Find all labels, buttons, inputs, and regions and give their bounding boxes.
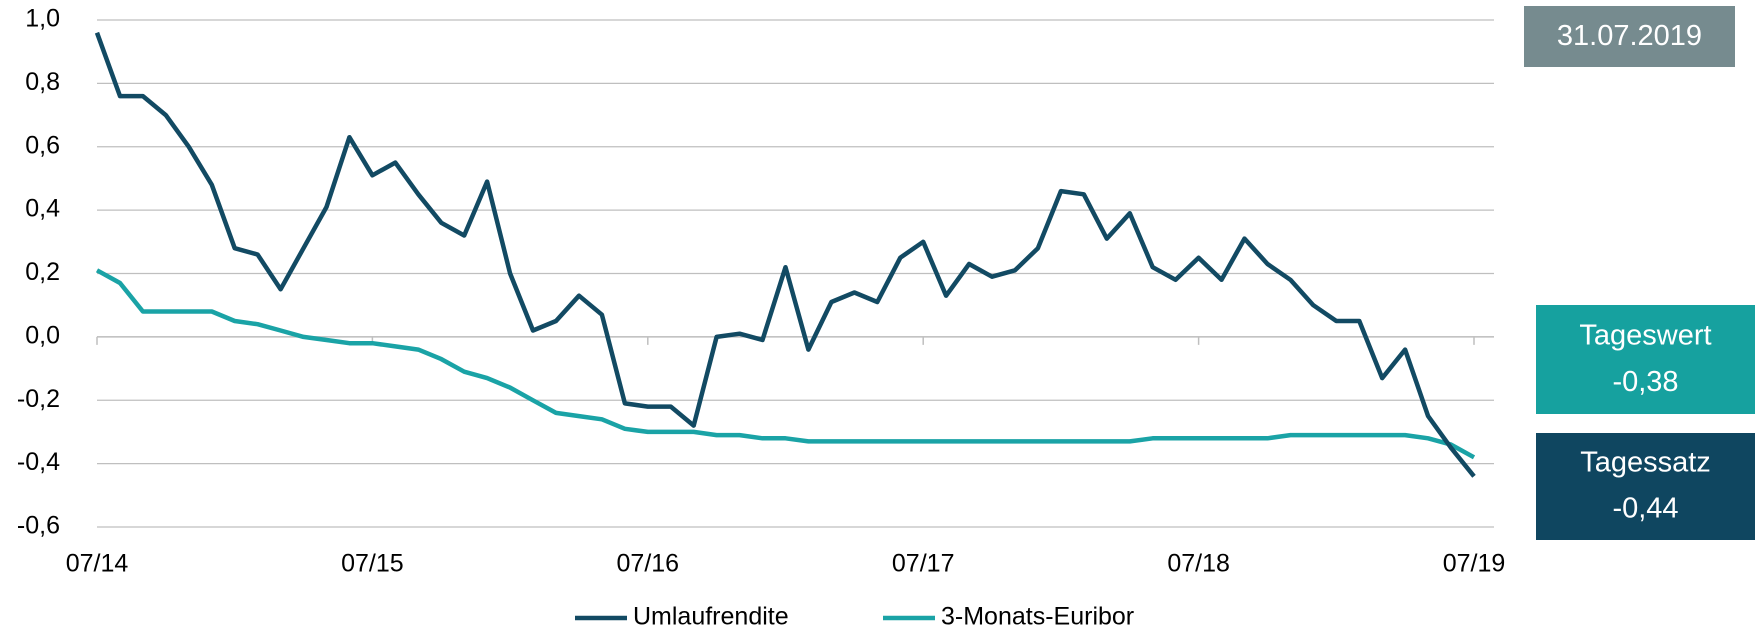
annotation-text: Tageswert <box>1579 319 1711 351</box>
x-tick-label: 07/18 <box>1167 550 1230 578</box>
y-tick-label: 0,2 <box>25 258 60 286</box>
legend-item: 3-Monats-Euribor <box>883 603 1134 631</box>
y-tick-label: 0,4 <box>25 195 60 223</box>
series-line <box>94 31 1476 478</box>
legend-item: Umlaufrendite <box>575 603 789 631</box>
annotation-box: Tageswert -0,38 <box>1536 305 1755 414</box>
annotation-background <box>1536 433 1755 540</box>
annotation-value: -0,38 <box>1612 366 1678 398</box>
x-tick-label: 07/14 <box>66 550 129 578</box>
annotation-background <box>1536 305 1755 414</box>
legend-label: 3-Monats-Euribor <box>941 603 1134 631</box>
annotation-value: -0,44 <box>1612 493 1678 525</box>
y-tick-label: 0,6 <box>25 131 60 159</box>
series-line <box>95 268 1476 460</box>
y-tick-label: 0,0 <box>25 321 60 349</box>
y-tick-label: 1,0 <box>25 5 60 33</box>
annotation-background <box>1524 6 1735 67</box>
y-tick-label: -0,4 <box>17 448 60 476</box>
annotation-text: 31.07.2019 <box>1557 20 1702 52</box>
y-tick-label: 0,8 <box>25 68 60 96</box>
annotation-box: Tagessatz -0,44 <box>1536 433 1755 540</box>
annotation-box: 31.07.2019 <box>1524 6 1735 67</box>
annotation-text: Tagessatz <box>1580 447 1711 479</box>
x-tick-label: 07/16 <box>617 550 680 578</box>
x-tick-label: 07/19 <box>1443 550 1506 578</box>
x-tick-label: 07/17 <box>892 550 955 578</box>
x-tick-label: 07/15 <box>341 550 404 578</box>
y-tick-label: -0,2 <box>17 385 60 413</box>
y-tick-label: -0,6 <box>17 512 60 540</box>
legend-label: Umlaufrendite <box>633 603 789 631</box>
